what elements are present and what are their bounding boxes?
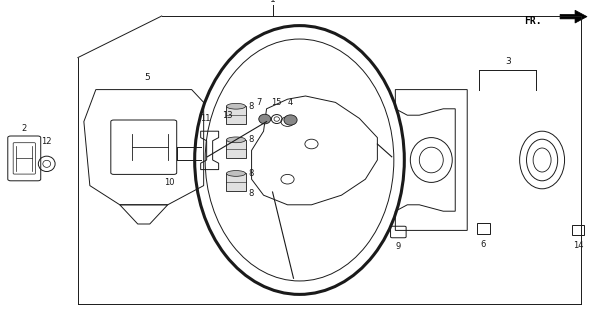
Bar [226, 106, 246, 124]
Ellipse shape [226, 137, 246, 143]
Text: 14: 14 [573, 241, 583, 250]
Bar [572, 225, 584, 235]
Text: 12: 12 [41, 137, 52, 146]
Text: 9: 9 [396, 242, 401, 251]
Text: 2: 2 [22, 124, 26, 133]
Bar [226, 140, 246, 158]
Text: 10: 10 [164, 178, 174, 187]
Text: 11: 11 [199, 114, 210, 123]
Bar [477, 223, 490, 234]
Text: FR.: FR. [524, 16, 541, 26]
Text: 8: 8 [249, 102, 254, 111]
Ellipse shape [226, 103, 246, 109]
Ellipse shape [284, 115, 297, 125]
Polygon shape [560, 10, 587, 23]
Text: 8: 8 [249, 189, 254, 198]
Text: 15: 15 [271, 98, 282, 107]
Text: 13: 13 [222, 111, 232, 120]
Text: 1: 1 [270, 0, 276, 4]
Text: 8: 8 [249, 135, 254, 144]
Text: 6: 6 [481, 240, 486, 249]
Text: 8: 8 [249, 169, 254, 178]
Text: 5: 5 [144, 73, 150, 82]
Ellipse shape [259, 114, 271, 124]
Ellipse shape [226, 171, 246, 176]
Bar [226, 173, 246, 191]
Text: 4: 4 [288, 98, 293, 107]
Text: 7: 7 [256, 98, 261, 107]
Text: 3: 3 [505, 57, 511, 66]
